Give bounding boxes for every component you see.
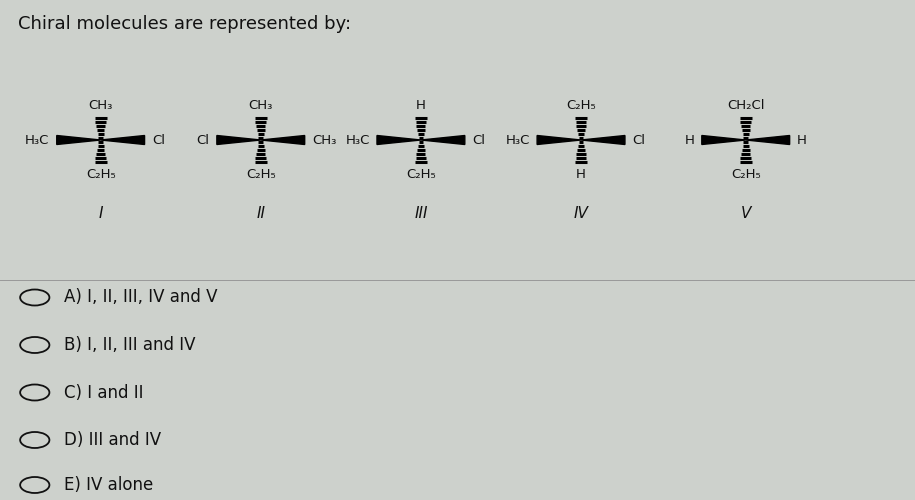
Text: V: V [740,206,751,222]
Text: H: H [576,168,586,181]
Text: C₂H₅: C₂H₅ [566,99,596,112]
Text: III: III [414,206,427,222]
Polygon shape [101,136,145,144]
Text: CH₃: CH₃ [249,99,273,112]
Text: Chiral molecules are represented by:: Chiral molecules are represented by: [18,15,351,33]
Polygon shape [537,136,581,144]
Text: C₂H₅: C₂H₅ [86,168,115,181]
Text: H: H [684,134,694,146]
Text: A) I, II, III, IV and V: A) I, II, III, IV and V [64,288,218,306]
Text: Cl: Cl [197,134,210,146]
Text: IV: IV [574,206,588,222]
Text: Cl: Cl [152,134,165,146]
Polygon shape [57,136,101,144]
Text: E) IV alone: E) IV alone [64,476,154,494]
Text: C₂H₅: C₂H₅ [406,168,436,181]
Polygon shape [581,136,625,144]
Text: Cl: Cl [472,134,485,146]
Polygon shape [377,136,421,144]
Text: H₃C: H₃C [25,134,49,146]
Text: H₃C: H₃C [505,134,530,146]
Polygon shape [702,136,746,144]
Polygon shape [746,136,790,144]
Text: C) I and II: C) I and II [64,384,144,402]
Text: C₂H₅: C₂H₅ [731,168,760,181]
Text: D) III and IV: D) III and IV [64,431,161,449]
Polygon shape [217,136,261,144]
Text: I: I [99,206,102,222]
Polygon shape [261,136,305,144]
Text: II: II [256,206,265,222]
Text: C₂H₅: C₂H₅ [246,168,275,181]
Polygon shape [421,136,465,144]
Text: B) I, II, III and IV: B) I, II, III and IV [64,336,196,354]
Text: CH₃: CH₃ [89,99,113,112]
Text: CH₂Cl: CH₂Cl [727,99,764,112]
Text: H: H [416,99,425,112]
Text: Cl: Cl [632,134,645,146]
Text: H: H [797,134,807,146]
Text: CH₃: CH₃ [312,134,337,146]
Text: H₃C: H₃C [345,134,370,146]
